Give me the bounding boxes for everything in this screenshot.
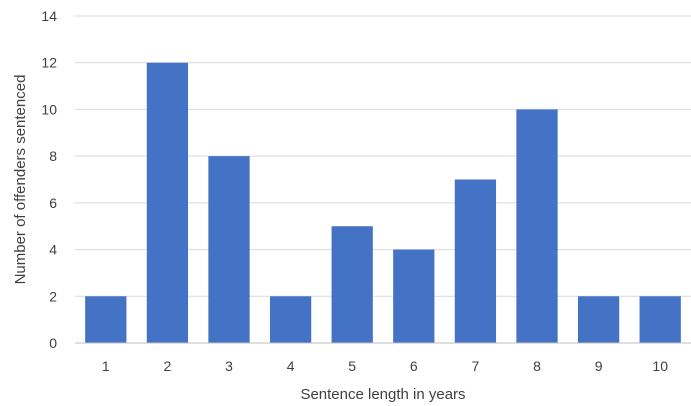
x-tick-label: 7 — [472, 358, 480, 374]
x-tick-label: 2 — [164, 358, 172, 374]
x-tick-labels: 1 2 3 4 5 6 7 8 9 10 — [102, 358, 668, 374]
x-tick-label: 4 — [287, 358, 295, 374]
x-tick-label: 9 — [595, 358, 603, 374]
bar-2 — [146, 62, 189, 343]
x-tick-label: 3 — [225, 358, 233, 374]
y-tick-label: 12 — [41, 55, 57, 71]
x-tick-label: 10 — [652, 358, 668, 374]
y-tick-label: 4 — [49, 242, 57, 258]
y-axis-title: Number of offenders sentenced — [12, 75, 29, 285]
y-tick-label: 2 — [49, 288, 57, 304]
bar-4 — [269, 296, 312, 343]
x-tick-label: 1 — [102, 358, 110, 374]
bar-8 — [516, 109, 558, 343]
y-tick-label: 8 — [49, 148, 57, 164]
bars — [85, 62, 681, 343]
bar-5 — [331, 226, 373, 343]
bar-10 — [639, 296, 681, 343]
y-tick-label: 0 — [49, 335, 57, 351]
x-tick-label: 5 — [348, 358, 356, 374]
x-axis-title: Sentence length in years — [300, 386, 465, 403]
bar-7 — [454, 179, 497, 343]
bar-3 — [208, 156, 250, 343]
y-tick-labels: 0 2 4 6 8 10 12 14 — [41, 8, 57, 351]
bar-9 — [577, 296, 620, 343]
x-tick-label: 6 — [410, 358, 418, 374]
bar-6 — [393, 249, 435, 343]
x-tick-label: 8 — [533, 358, 541, 374]
bar-1 — [85, 296, 127, 343]
y-tick-label: 6 — [49, 195, 57, 211]
y-tick-label: 10 — [41, 101, 57, 117]
y-tick-label: 14 — [41, 8, 57, 24]
